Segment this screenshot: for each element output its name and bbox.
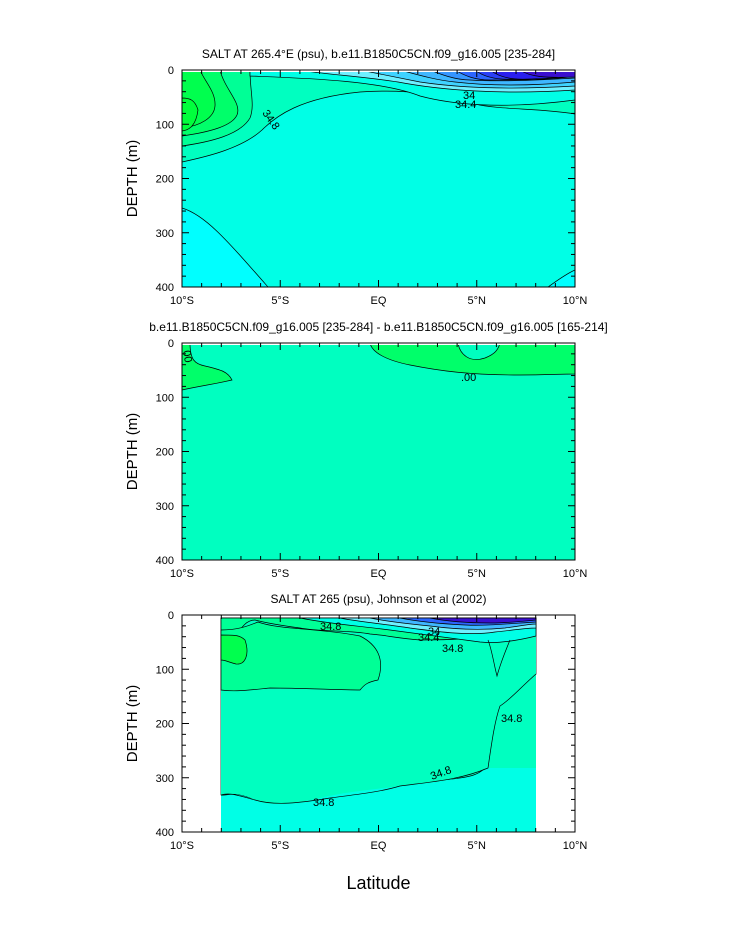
y-tick-label: 100 [156,392,174,404]
panel-1-contour-fill [182,70,575,287]
x-tick-label: 10°N [563,840,588,852]
y-tick-label: 200 [156,719,174,731]
panel-3-label-1: 34.8 [320,621,341,633]
x-tick-label: 10°N [563,295,588,307]
panel-3-label-2: 34 [428,626,440,638]
panel-3-y-axis-label: DEPTH (m) [124,685,141,763]
y-tick-label: 100 [156,664,174,676]
y-tick-label: 0 [168,65,174,77]
x-tick-label: 5°N [468,840,487,852]
y-tick-label: 400 [156,282,174,294]
x-tick-label: 5°S [271,295,289,307]
panel-2-contour-fill [182,343,575,560]
panel-3-contour-fill [220,617,537,832]
y-tick-label: 300 [156,773,174,785]
panel-2-salinity-difference: b.e11.B1850C5CN.f09_g16.005 [235-284] - … [124,320,608,580]
panel-3-title: SALT AT 265 (psu), Johnson et al (2002) [271,592,487,606]
x-tick-label: 10°S [170,295,194,307]
y-tick-label: 100 [156,119,174,131]
y-tick-label: 200 [156,174,174,186]
x-tick-label: EQ [371,295,387,307]
panel-3-label-5: 34.8 [501,713,522,725]
panel-1-label-34-4: 34.4 [455,99,476,111]
y-tick-label: 400 [156,555,174,567]
panel-2-title: b.e11.B1850C5CN.f09_g16.005 [235-284] - … [149,320,608,334]
x-tick-label: 5°S [271,840,289,852]
panel-3-label-7: 34.8 [313,797,334,809]
panel-1-label-34: 34 [463,90,475,102]
x-tick-label: 5°S [271,568,289,580]
x-tick-label: 10°N [563,568,588,580]
panel-3-ticks: 10°S 5°S EQ 5°N 10°N 0 100 200 300 400 [156,610,588,852]
panel-2-contour-labels: .00 00 [180,349,476,384]
panel-1-y-axis-label: DEPTH (m) [124,140,141,218]
x-tick-label: EQ [371,840,387,852]
y-tick-label: 0 [168,610,174,622]
x-tick-label: 5°N [468,568,487,580]
panel-1-ticks: 10°S 5°S EQ 5°N 10°N 0 100 200 300 400 [156,65,588,307]
panel-3-salinity-observed: SALT AT 265 (psu), Johnson et al (2002) [124,592,587,852]
panel-2-label-00: .00 [461,372,476,384]
y-tick-label: 200 [156,447,174,459]
panel-1-salinity-model: SALT AT 265.4°E (psu), b.e11.B1850C5CN.f… [124,47,587,307]
y-tick-label: 300 [156,228,174,240]
x-tick-label: EQ [371,568,387,580]
x-axis-label: Latitude [346,873,410,893]
x-tick-label: 10°S [170,568,194,580]
y-tick-label: 300 [156,501,174,513]
panel-2-ticks: 10°S 5°S EQ 5°N 10°N 0 100 200 300 400 [156,338,588,580]
panel-3-contour-labels: 34.8 34 34.4 34.8 34.8 34.8 34.8 [313,621,522,809]
panel-1-title: SALT AT 265.4°E (psu), b.e11.B1850C5CN.f… [202,47,555,61]
panel-3-label-3: 34.4 [418,632,439,644]
x-tick-label: 10°S [170,840,194,852]
y-tick-label: 400 [156,827,174,839]
panel-3-label-4: 34.8 [442,643,463,655]
x-tick-label: 5°N [468,295,487,307]
panel-2-label-00-left: 00 [180,349,194,363]
y-tick-label: 0 [168,338,174,350]
panel-2-y-axis-label: DEPTH (m) [124,413,141,491]
